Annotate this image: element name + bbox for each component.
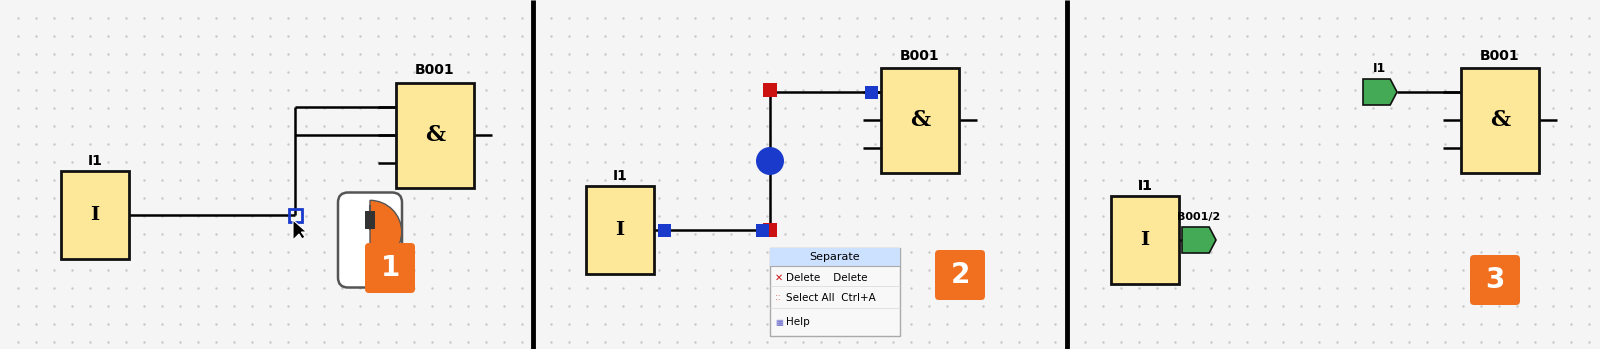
Text: I: I bbox=[616, 221, 624, 239]
Bar bbox=[1067, 0, 1600, 349]
Bar bbox=[763, 223, 778, 237]
Text: I1: I1 bbox=[1138, 179, 1152, 193]
Text: I1: I1 bbox=[613, 169, 627, 183]
Polygon shape bbox=[293, 220, 307, 240]
Bar bbox=[0, 0, 533, 349]
Bar bbox=[533, 0, 1067, 349]
Text: &: & bbox=[910, 109, 930, 131]
Text: &: & bbox=[1490, 109, 1510, 131]
Text: ▦: ▦ bbox=[774, 318, 782, 327]
Bar bbox=[755, 223, 768, 237]
FancyBboxPatch shape bbox=[934, 250, 986, 300]
Bar bbox=[365, 210, 374, 229]
Text: B001: B001 bbox=[414, 64, 454, 77]
Text: I: I bbox=[91, 206, 99, 224]
Text: 3: 3 bbox=[1485, 266, 1504, 294]
Text: I1: I1 bbox=[1373, 62, 1387, 75]
Polygon shape bbox=[1182, 227, 1216, 253]
Bar bbox=[61, 171, 130, 259]
FancyBboxPatch shape bbox=[1470, 255, 1520, 305]
Text: &: & bbox=[426, 124, 445, 146]
Text: Separate: Separate bbox=[810, 252, 861, 262]
Text: Help: Help bbox=[786, 317, 810, 327]
Text: I: I bbox=[1141, 231, 1149, 249]
Bar bbox=[1461, 67, 1539, 172]
Bar bbox=[763, 83, 778, 97]
Wedge shape bbox=[370, 200, 402, 264]
Text: B001: B001 bbox=[901, 49, 939, 62]
Bar bbox=[770, 248, 899, 266]
Text: Delete    Delete: Delete Delete bbox=[786, 273, 867, 283]
FancyBboxPatch shape bbox=[365, 243, 414, 293]
Polygon shape bbox=[1363, 79, 1397, 105]
Circle shape bbox=[757, 147, 784, 175]
Bar bbox=[397, 82, 474, 187]
Text: 2: 2 bbox=[950, 261, 970, 289]
Text: B001/2: B001/2 bbox=[1178, 212, 1221, 222]
Bar bbox=[882, 67, 958, 172]
Bar bbox=[288, 208, 301, 222]
Bar bbox=[1110, 196, 1179, 284]
Text: I1: I1 bbox=[88, 154, 102, 168]
Bar bbox=[586, 186, 654, 274]
Text: ::: :: bbox=[774, 294, 781, 303]
Bar bbox=[770, 248, 899, 336]
Text: ✕: ✕ bbox=[774, 273, 782, 283]
Text: Select All  Ctrl+A: Select All Ctrl+A bbox=[786, 293, 875, 303]
Text: 1: 1 bbox=[381, 254, 400, 282]
FancyBboxPatch shape bbox=[338, 193, 402, 288]
Bar bbox=[658, 223, 670, 237]
Text: I1: I1 bbox=[1138, 179, 1152, 193]
Text: B001: B001 bbox=[1480, 49, 1520, 62]
Bar bbox=[864, 86, 877, 98]
